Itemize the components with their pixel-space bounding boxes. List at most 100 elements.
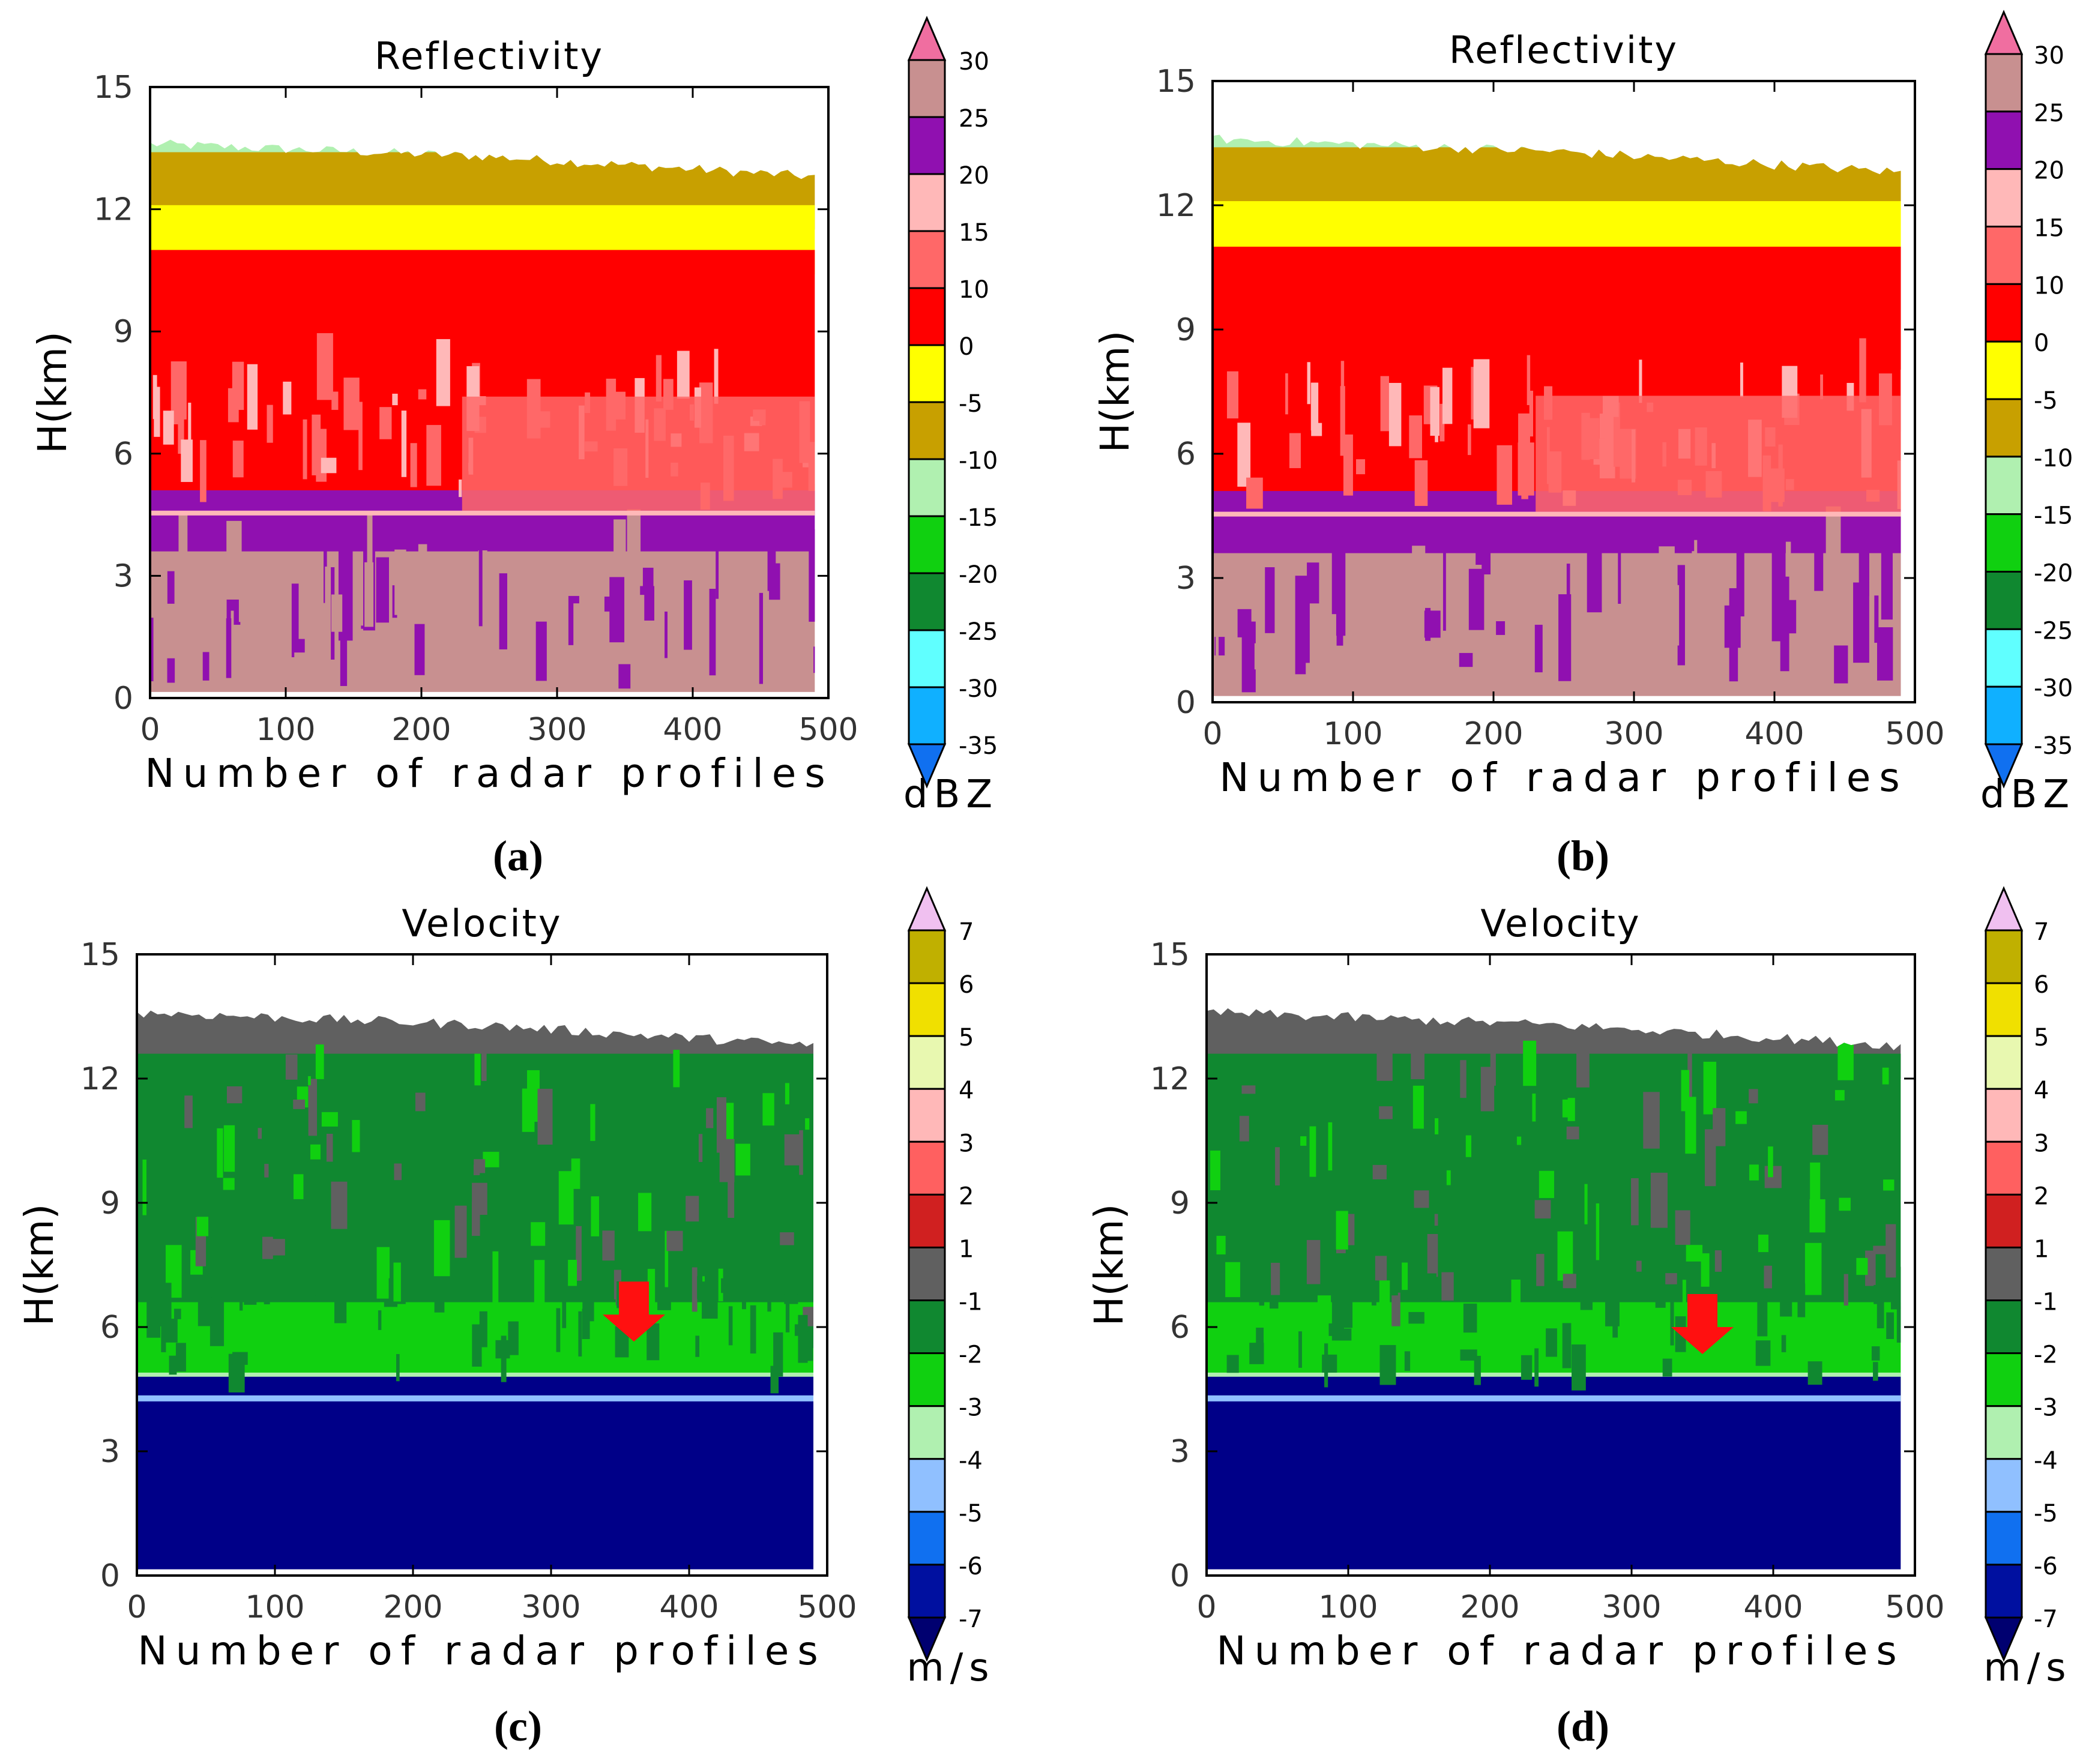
texture-streak	[762, 1093, 774, 1126]
texture-streak	[394, 1163, 402, 1181]
texture-streak	[478, 532, 483, 627]
texture-streak	[1566, 1126, 1579, 1140]
colorbar-tick-label: 10	[2034, 272, 2064, 300]
texture-streak	[200, 440, 206, 502]
texture-streak	[1347, 1274, 1352, 1290]
texture-streak	[1886, 1312, 1895, 1339]
texture-streak	[1781, 1335, 1786, 1352]
y-tick-label: 6	[1170, 1310, 1190, 1346]
texture-streak	[433, 579, 438, 598]
texture-streak	[1724, 605, 1741, 648]
texture-streak	[556, 1308, 561, 1352]
texture-streak	[537, 1089, 553, 1145]
texture-streak	[426, 425, 441, 486]
colorbar-tick-label: -1	[959, 1289, 983, 1316]
y-axis-label: H(km)	[16, 1204, 62, 1326]
texture-streak	[197, 1292, 212, 1326]
texture-streak	[1859, 338, 1866, 403]
colorbar-bottom-triangle	[907, 1616, 947, 1662]
texture-streak	[294, 652, 306, 667]
texture-streak	[396, 1354, 400, 1382]
texture-streak	[698, 1134, 703, 1163]
texture-streak	[1804, 1242, 1822, 1295]
colorbar-tick-label: -25	[2034, 617, 2073, 645]
colorbar-tick-label: -6	[959, 1553, 983, 1580]
texture-streak	[773, 1332, 783, 1377]
texture-streak	[1474, 1355, 1481, 1385]
texture-streak	[436, 339, 450, 406]
texture-streak	[784, 1294, 798, 1304]
colorbar-tick-label: 4	[959, 1077, 974, 1104]
texture-streak	[1335, 1328, 1352, 1341]
x-axis-label: Number of radar profiles	[137, 1628, 827, 1674]
texture-streak	[1543, 645, 1558, 683]
colorbar-tick-label: -25	[959, 618, 998, 646]
texture-streak	[414, 624, 425, 675]
texture-streak	[1681, 1070, 1690, 1112]
texture-streak	[716, 528, 719, 599]
texture-streak	[534, 1260, 545, 1308]
texture-streak	[604, 596, 611, 612]
texture-streak	[668, 575, 677, 659]
texture-streak	[1343, 434, 1353, 496]
colorbar-cell	[908, 686, 946, 745]
colorbar-tick-label: 15	[2034, 215, 2064, 242]
texture-streak	[767, 518, 776, 591]
y-tick-label: 15	[80, 937, 120, 973]
texture-streak	[1276, 589, 1285, 668]
colorbar-tick-label: -30	[959, 675, 998, 703]
colorbar-tick-label: -3	[2034, 1394, 2058, 1422]
y-tick-label: 15	[1150, 937, 1190, 973]
texture-streak	[638, 1193, 652, 1232]
chart-title: Velocity	[402, 902, 562, 945]
x-tick-label: 0	[140, 712, 160, 748]
texture-streak	[226, 520, 242, 600]
texture-streak	[1758, 1235, 1768, 1253]
texture-streak	[300, 622, 305, 665]
texture-streak	[1786, 600, 1797, 634]
texture-streak	[1216, 626, 1219, 665]
y-tick-label: 9	[113, 314, 133, 350]
texture-streak	[702, 1281, 718, 1319]
texture-streak	[1434, 1214, 1438, 1226]
texture-streak	[226, 618, 232, 678]
texture-streak	[784, 1134, 800, 1166]
texture-streak	[562, 1284, 567, 1328]
texture-streak	[1289, 433, 1301, 468]
texture-streak	[576, 1226, 582, 1281]
texture-streak	[170, 361, 187, 420]
texture-streak	[1430, 387, 1440, 436]
texture-streak	[326, 1133, 333, 1162]
texture-streak	[217, 1128, 223, 1178]
colorbar-tick-label: 25	[959, 105, 989, 133]
texture-streak	[1317, 1295, 1331, 1314]
texture-streak	[1309, 1126, 1316, 1177]
y-tick-label: 15	[1156, 64, 1196, 100]
texture-streak	[1873, 1245, 1888, 1254]
colorbar-cell	[1985, 1035, 2023, 1090]
texture-streak	[1529, 390, 1534, 437]
texture-streak	[609, 577, 625, 643]
texture-streak	[1216, 1236, 1226, 1255]
texture-streak	[686, 1196, 699, 1222]
texture-streak	[1812, 1124, 1828, 1155]
texture-streak	[434, 1292, 445, 1313]
texture-streak	[1563, 1274, 1576, 1289]
colorbar-cell	[908, 515, 946, 574]
colorbar-cell	[908, 629, 946, 688]
y-tick-label: 15	[94, 70, 133, 106]
texture-streak	[1307, 562, 1319, 604]
texture-streak	[1226, 623, 1233, 664]
texture-streak	[639, 595, 645, 679]
texture-streak	[1372, 1270, 1376, 1306]
texture-streak	[1497, 445, 1512, 505]
y-tick-label: 3	[113, 558, 133, 594]
texture-streak	[657, 1300, 671, 1310]
texture-streak	[1310, 382, 1319, 431]
texture-streak	[157, 624, 161, 640]
colorbar-tick-label: -20	[2034, 560, 2073, 588]
texture-streak	[780, 1232, 794, 1245]
colorbar-tick-label: 4	[2034, 1077, 2049, 1104]
texture-streak	[1254, 643, 1268, 670]
texture-streak	[718, 1268, 723, 1302]
